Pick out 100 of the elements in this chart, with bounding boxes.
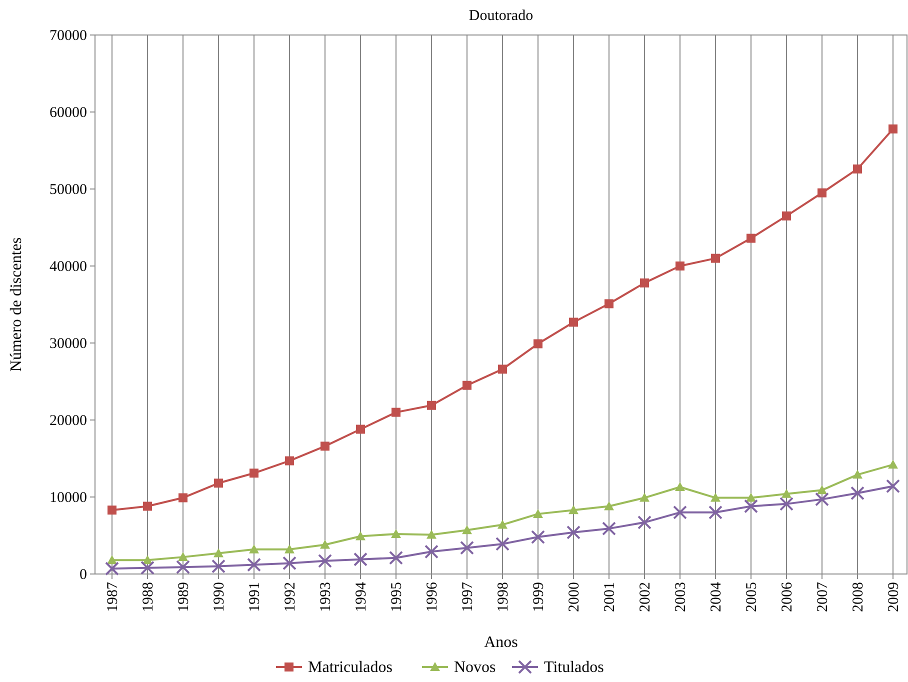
x-tick-label: 1994	[354, 582, 370, 612]
point	[640, 492, 650, 502]
point	[708, 505, 722, 520]
x-tick-label: 1991	[247, 582, 263, 612]
point	[460, 540, 474, 555]
point	[143, 502, 152, 511]
point	[746, 492, 756, 502]
point	[176, 560, 190, 574]
point	[427, 400, 436, 410]
point	[815, 492, 829, 506]
point	[249, 544, 259, 554]
y-tick-label: 60000	[50, 105, 87, 121]
legend-label: Titulados	[544, 659, 604, 676]
x-tick-label: 1990	[212, 582, 228, 612]
point	[247, 558, 261, 572]
point	[744, 499, 758, 514]
y-tick-label: 10000	[50, 490, 87, 506]
x-axis-title: Anos	[484, 634, 518, 651]
point	[498, 520, 508, 529]
point	[569, 318, 578, 327]
point	[354, 552, 368, 566]
point	[638, 515, 652, 530]
point	[105, 562, 119, 576]
point	[320, 540, 330, 549]
point	[284, 544, 294, 554]
point	[424, 544, 438, 559]
x-tick-label: 2009	[886, 582, 902, 612]
y-axis-title: Número de discentes	[8, 237, 25, 372]
x-tick-label: 1988	[140, 582, 156, 612]
point	[568, 505, 578, 514]
point	[818, 188, 826, 198]
y-tick-label: 50000	[50, 182, 87, 198]
point	[498, 364, 507, 374]
point	[852, 470, 862, 479]
point	[604, 501, 614, 510]
point	[178, 552, 188, 562]
point	[392, 408, 400, 417]
y-tick-label: 70000	[50, 28, 87, 44]
x-tick-label: 1992	[282, 582, 298, 612]
point	[566, 525, 580, 540]
x-tick-label: 1997	[460, 582, 476, 612]
point	[496, 536, 510, 551]
x-tick-label: 2000	[566, 582, 582, 612]
point	[178, 493, 188, 502]
x-tick-label: 2005	[744, 582, 760, 612]
point	[462, 525, 472, 534]
point	[356, 531, 366, 540]
point	[817, 485, 827, 494]
point	[356, 424, 365, 434]
point	[250, 468, 258, 478]
y-tick-label: 20000	[50, 413, 87, 429]
point	[531, 530, 545, 544]
x-tick-label: 1998	[496, 582, 512, 612]
x-tick-label: 2006	[780, 582, 796, 612]
point	[850, 486, 864, 500]
point	[676, 262, 684, 270]
x-tick-label: 1989	[176, 582, 192, 612]
point	[888, 124, 898, 134]
y-tick-label: 30000	[50, 336, 87, 352]
point	[285, 456, 294, 466]
point	[675, 482, 685, 491]
point	[782, 488, 792, 498]
x-tick-label: 2008	[850, 582, 866, 612]
x-tick-label: 1993	[318, 582, 334, 612]
y-tick-label: 0	[80, 567, 87, 583]
x-tick-label: 1996	[424, 582, 440, 612]
x-tick-label: 2007	[815, 582, 831, 612]
point	[673, 505, 687, 520]
x-tick-label: 2003	[673, 582, 689, 612]
point	[782, 211, 791, 220]
chart-title: Doutorado	[468, 8, 534, 24]
point	[640, 278, 649, 288]
x-tick-label: 2002	[638, 582, 654, 612]
point	[107, 555, 117, 564]
point	[710, 492, 720, 502]
point	[318, 554, 332, 568]
point	[389, 550, 403, 565]
point	[711, 254, 720, 263]
point	[534, 339, 542, 348]
point	[602, 522, 616, 536]
point	[462, 380, 472, 390]
point	[604, 299, 614, 308]
legend-label: Novos	[454, 659, 496, 676]
x-tick-label: 1987	[105, 582, 121, 612]
x-tick-label: 2004	[708, 582, 724, 612]
legend-label: Matriculados	[308, 659, 392, 676]
point	[282, 556, 296, 570]
point	[888, 460, 898, 469]
point	[886, 479, 900, 494]
point	[746, 234, 756, 243]
x-tick-label: 2001	[602, 582, 618, 612]
x-tick-label: 1995	[389, 582, 405, 612]
x-tick-label: 1999	[531, 582, 547, 612]
point	[214, 478, 223, 488]
point	[140, 560, 154, 575]
point	[533, 508, 543, 518]
point	[108, 506, 116, 515]
point	[780, 496, 794, 511]
point	[853, 164, 862, 174]
point	[212, 559, 226, 574]
